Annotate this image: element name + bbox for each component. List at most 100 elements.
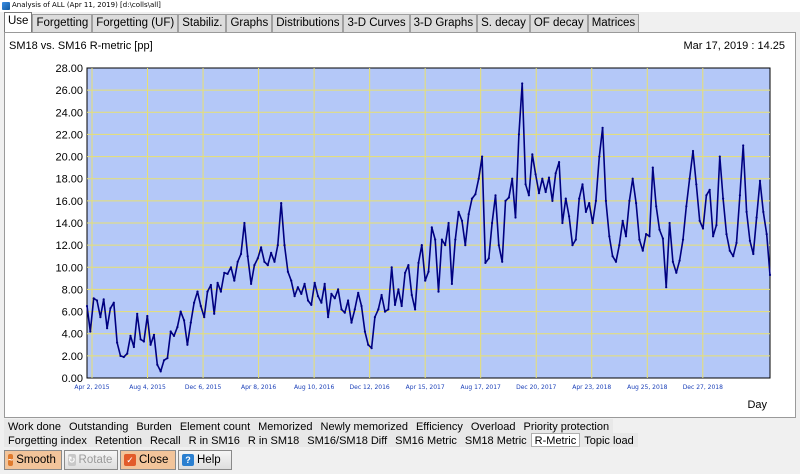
close-button[interactable]: ✓ Close [120,450,176,470]
tab-3-d-curves[interactable]: 3-D Curves [343,14,410,32]
metric-tab-outstanding[interactable]: Outstanding [65,419,133,433]
window-title: Analysis of ALL (Apr 11, 2019) [d:\colls… [12,1,161,9]
tab-forgetting-uf[interactable]: Forgetting (UF) [92,14,179,32]
metric-tab-sm16-metric[interactable]: SM16 Metric [391,433,461,447]
data-point [162,359,166,362]
y-tick-label: 8.00 [62,284,83,296]
metric-tab-sm18-metric[interactable]: SM18 Metric [460,433,531,447]
y-tick-label: 6.00 [62,307,83,319]
data-point [454,238,457,241]
data-point [152,333,156,336]
tab-graphs[interactable]: Graphs [226,14,273,32]
data-point [293,295,296,298]
metric-tab-efficiency[interactable]: Efficiency [411,419,467,433]
data-point [695,183,698,186]
data-point [688,177,691,180]
metric-tab-memorized[interactable]: Memorized [254,419,317,433]
data-point [631,177,634,180]
tab-3-d-graphs[interactable]: 3-D Graphs [409,14,478,32]
data-point [276,244,279,247]
data-point [450,282,453,285]
metric-tab-r-in-sm18[interactable]: R in SM18 [243,433,304,447]
metric-tab-burden[interactable]: Burden [132,419,176,433]
data-point [457,210,460,213]
data-point [624,235,628,238]
metric-tab-r-in-sm16[interactable]: R in SM16 [184,433,244,447]
data-point [310,303,313,306]
tab-of-decay[interactable]: OF decay [529,14,588,32]
data-point [581,183,584,186]
tab-distributions[interactable]: Distributions [272,14,344,32]
data-point [752,252,755,256]
data-point [437,290,440,293]
data-point [203,316,206,319]
data-point [337,288,340,291]
data-point [380,293,383,297]
data-point [186,343,189,346]
rotate-button[interactable]: ↻ Rotate [64,450,118,470]
y-tick-label: 22.00 [55,129,83,141]
data-point [223,271,226,274]
metric-tab-recall[interactable]: Recall [145,433,185,447]
data-point [588,202,591,205]
data-point [156,363,159,366]
tab-s-decay[interactable]: S. decay [477,14,530,32]
data-point [651,166,654,169]
metric-tab-element-count[interactable]: Element count [175,419,255,433]
x-tick-label: Apr 15, 2017 [406,384,445,391]
data-point [383,310,387,313]
data-point [417,261,420,264]
data-point [387,308,390,311]
y-tick-label: 4.00 [62,329,83,341]
data-point [219,290,222,293]
data-point [407,264,410,267]
data-point [410,293,413,297]
y-tick-label: 2.00 [62,351,83,363]
data-point [343,311,346,314]
data-point [270,251,273,254]
metric-tab-retention[interactable]: Retention [90,433,146,447]
data-point [434,238,437,241]
data-point [738,194,742,197]
data-point [665,286,668,289]
metric-tab-topic-load[interactable]: Topic load [580,433,638,447]
x-tick-label: Aug 4, 2015 [129,384,166,391]
data-point [591,221,594,225]
data-point [139,338,142,341]
data-point [715,224,718,227]
data-point [554,172,557,175]
data-point [537,192,541,195]
data-point [571,244,574,247]
data-point [119,354,122,357]
x-tick-label: Aug 25, 2018 [627,384,668,391]
metric-tab-overload[interactable]: Overload [466,419,520,433]
data-point [614,260,618,263]
help-button[interactable]: ? Help [178,450,232,470]
data-point [484,261,487,264]
metric-tab-forgetting-index[interactable]: Forgetting index [4,433,91,447]
data-point [367,343,370,346]
x-tick-label: Dec 27, 2018 [683,384,723,391]
data-point [604,199,608,202]
smooth-button-label: Smooth [16,454,56,466]
data-point [350,321,353,324]
data-point [758,179,762,182]
data-point [745,210,748,213]
metric-tab-priority-protection[interactable]: Priority protection [519,419,614,433]
data-point [511,177,514,180]
y-tick-label: 28.00 [55,63,83,75]
metric-tab-sm16-sm18-diff[interactable]: SM16/SM18 Diff [303,433,392,447]
smooth-button[interactable]: ~ Smooth [4,450,62,470]
metric-tab-r-metric[interactable]: R-Metric [530,433,581,447]
tab-matrices[interactable]: Matrices [587,14,640,32]
metric-tab-newly-memorized[interactable]: Newly memorized [316,419,412,433]
data-point [524,183,527,186]
tab-use[interactable]: Use [4,12,33,32]
tab-stabiliz[interactable]: Stabiliz. [178,14,227,32]
data-point [705,194,708,197]
data-point [712,235,715,238]
tab-forgetting[interactable]: Forgetting [32,14,93,32]
metric-tab-work-done[interactable]: Work done [4,419,65,433]
data-point [340,308,343,311]
